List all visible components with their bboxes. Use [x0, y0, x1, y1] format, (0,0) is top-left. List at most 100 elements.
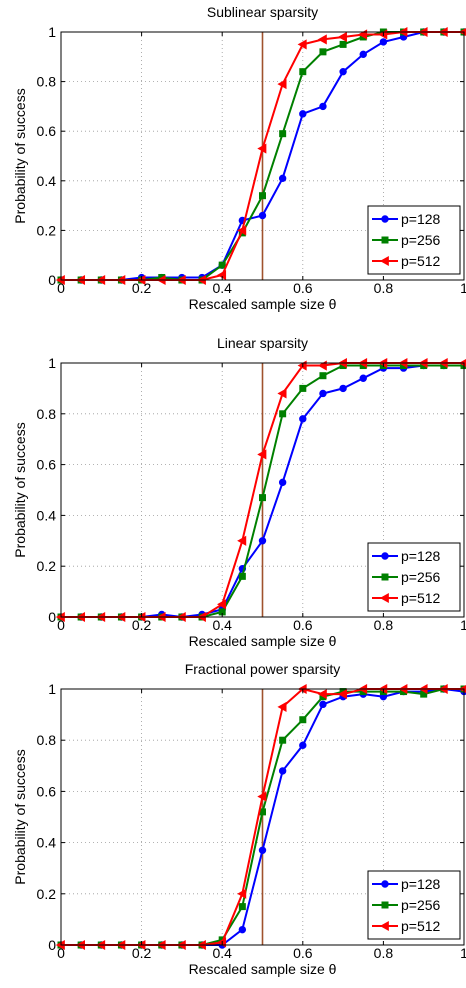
legend-label: p=256: [401, 232, 441, 248]
legend-marker: [379, 255, 389, 267]
data-point-p=512: [257, 449, 267, 460]
chart-title: Sublinear sparsity: [207, 4, 318, 20]
data-point-p=128: [319, 700, 327, 709]
y-tick-label: 1: [48, 355, 56, 371]
data-point-p=256: [299, 716, 307, 724]
data-point-p=256: [279, 130, 287, 138]
data-point-p=128: [339, 67, 347, 76]
y-tick-label: 0.8: [37, 732, 57, 748]
y-tick-label: 0.4: [37, 173, 57, 189]
y-tick-label: 0.4: [37, 507, 57, 523]
y-tick-label: 0.2: [37, 558, 57, 574]
legend-marker: [379, 920, 389, 932]
data-point-p=128: [258, 537, 267, 545]
x-tick-label: 1: [460, 617, 466, 633]
chart-title: Fractional power sparsity: [185, 661, 341, 677]
x-axis-label: Rescaled sample size θ: [189, 961, 337, 977]
data-point-p=256: [319, 372, 327, 380]
x-tick-label: 1: [460, 280, 466, 296]
legend-marker: [379, 592, 389, 604]
x-tick-label: 0: [57, 617, 65, 633]
chart-panel-2: 00 0.2 0.2 0.4 0.4 0.6 0.6 0.8 0.8 1 1 Linear spars…: [12, 335, 466, 649]
data-point-p=256: [279, 410, 287, 418]
x-axis-label: Rescaled sample size θ: [189, 633, 337, 649]
y-axis-label: Probability of success: [12, 88, 28, 223]
x-axis-label: Rescaled sample size θ: [189, 296, 337, 312]
x-tick-label: 0.8: [374, 617, 394, 633]
y-axis-label: Probability of success: [12, 749, 28, 884]
y-tick-label: 0.8: [37, 74, 57, 90]
y-tick-label: 0.2: [37, 886, 57, 902]
legend-marker: [381, 552, 389, 560]
y-tick-label: 0: [48, 937, 56, 953]
chart-panel-1: 00 0.2 0.2 0.4 0.4 0.6 0.6 0.8 0.8 1 1 Sublinear sp…: [12, 4, 466, 312]
legend-label: p=512: [401, 253, 441, 269]
y-tick-label: 1: [48, 24, 56, 40]
x-tick-label: 0.4: [212, 280, 232, 296]
data-point-p=256: [299, 68, 307, 76]
data-point-p=256: [259, 494, 266, 502]
data-point-p=256: [238, 572, 246, 580]
x-tick-label: 0.8: [374, 280, 394, 296]
data-point-p=256: [238, 903, 246, 911]
legend-label: p=128: [401, 876, 441, 892]
data-point-p=512: [277, 701, 287, 712]
data-point-p=256: [299, 384, 307, 392]
data-point-p=128: [319, 389, 327, 398]
x-tick-label: 0.4: [212, 945, 232, 961]
x-tick-label: 0.8: [374, 945, 394, 961]
y-tick-label: 0.2: [37, 222, 57, 238]
x-tick-label: 0.4: [212, 617, 232, 633]
x-tick-label: 0.6: [293, 945, 313, 961]
data-point-p=128: [299, 110, 307, 118]
x-tick-label: 0.6: [293, 280, 313, 296]
legend-label: p=512: [401, 918, 441, 934]
data-point-p=512: [257, 143, 267, 154]
legend-marker: [381, 215, 389, 223]
x-tick-label: 0: [57, 280, 65, 296]
data-point-p=512: [237, 888, 247, 899]
data-point-p=128: [278, 174, 287, 183]
x-tick-label: 0: [57, 945, 65, 961]
data-point-p=128: [339, 384, 347, 393]
data-point-p=512: [257, 791, 267, 802]
y-tick-label: 1: [48, 681, 56, 697]
axes-box: [60, 31, 465, 281]
chart-title: Linear sparsity: [217, 335, 308, 351]
x-tick-label: 0.2: [132, 280, 152, 296]
y-tick-label: 0.4: [37, 835, 57, 851]
data-point-p=512: [237, 225, 247, 236]
y-tick-label: 0.6: [37, 457, 57, 473]
data-point-p=128: [238, 925, 247, 934]
legend-marker: [381, 236, 389, 244]
legend-label: p=256: [401, 569, 441, 585]
legend: p=128 p=256 p=512: [367, 870, 461, 940]
axes-box: [60, 688, 465, 946]
legend-marker: [381, 573, 389, 581]
data-point-p=256: [218, 261, 226, 269]
data-point-p=128: [299, 415, 307, 423]
y-tick-label: 0: [48, 272, 56, 288]
data-point-p=128: [319, 102, 327, 111]
data-point-p=128: [258, 211, 267, 220]
y-tick-label: 0.8: [37, 406, 57, 422]
chart-panel-3: 00 0.2 0.2 0.4 0.4 0.6 0.6 0.8 0.8 1 1 Fractional p…: [12, 661, 466, 977]
y-tick-label: 0.6: [37, 123, 57, 139]
y-tick-label: 0: [48, 609, 56, 625]
x-tick-label: 0.2: [132, 617, 152, 633]
x-tick-label: 0.6: [293, 617, 313, 633]
legend-label: p=128: [401, 211, 441, 227]
data-point-p=256: [339, 40, 347, 48]
data-point-p=512: [277, 388, 287, 399]
legend-label: p=512: [401, 590, 441, 606]
data-point-p=512: [337, 689, 347, 700]
data-point-p=256: [259, 192, 266, 200]
y-axis-label: Probability of success: [12, 422, 28, 557]
data-point-p=128: [278, 478, 287, 487]
legend-marker: [381, 880, 389, 888]
data-point-p=512: [277, 79, 287, 90]
legend: p=128 p=256 p=512: [367, 205, 461, 275]
data-point-p=128: [278, 767, 287, 775]
y-tick-label: 0.6: [37, 783, 57, 799]
